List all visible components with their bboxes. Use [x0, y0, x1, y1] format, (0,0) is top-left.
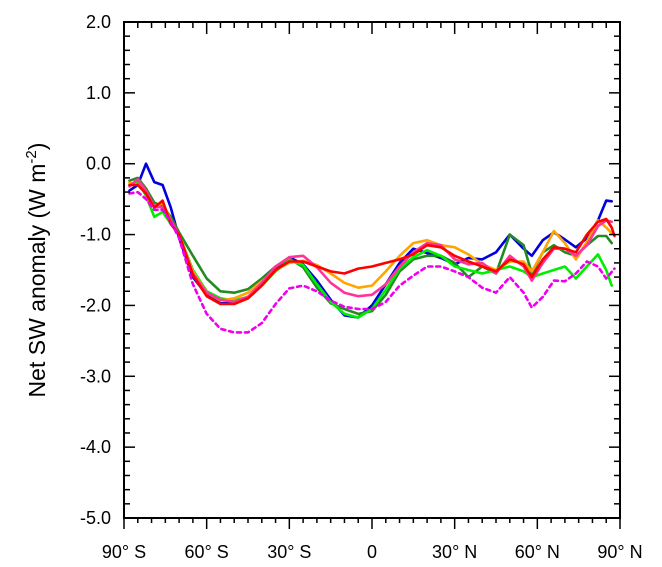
x-tick-label: 30° N [432, 542, 477, 562]
y-tick-label: -5.0 [80, 508, 111, 528]
x-tick-label: 0 [367, 542, 377, 562]
y-axis-title-sup: -2 [23, 150, 40, 163]
y-tick-label: -3.0 [80, 366, 111, 386]
y-axis-title-main: Net SW anomaly (W m [24, 164, 50, 398]
series-line-7 [128, 190, 616, 334]
tick-layer [123, 21, 621, 529]
y-tick-label: 1.0 [86, 83, 111, 103]
x-tick-label: 90° S [102, 542, 146, 562]
y-axis-title-close: ) [24, 143, 50, 151]
x-tick-label: 30° S [267, 542, 311, 562]
series-line-6 [128, 183, 616, 306]
y-tick-label: -4.0 [80, 437, 111, 457]
y-tick-label: 2.0 [86, 12, 111, 32]
series-line-3 [128, 180, 613, 319]
series-line-2 [128, 176, 613, 316]
x-tick-labels: 90° S 60° S 30° S 0 30° N 60° N 90° N [102, 542, 643, 562]
y-tick-label: -1.0 [80, 225, 111, 245]
y-tick-labels: 2.0 1.0 0.0 -1.0 -2.0 -3.0 -4.0 -5.0 [80, 12, 111, 528]
x-tick-label: 90° N [597, 542, 642, 562]
y-tick-label: -2.0 [80, 295, 111, 315]
x-tick-label: 60° N [515, 542, 560, 562]
plot-frame [123, 21, 621, 519]
y-axis-title: Net SW anomaly (W m-2) [23, 143, 50, 398]
series-line-4 [128, 181, 613, 302]
x-tick-label: 60° S [185, 542, 229, 562]
series-layer [128, 162, 616, 334]
y-tick-label: 0.0 [86, 154, 111, 174]
